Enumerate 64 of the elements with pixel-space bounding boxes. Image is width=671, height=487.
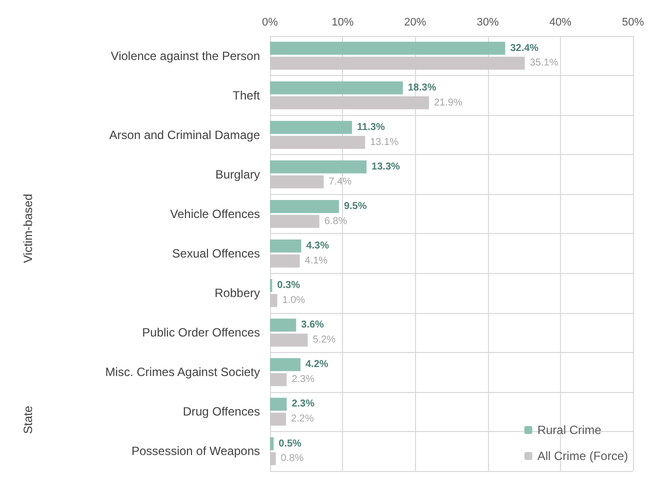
y-tick-label: Robbery xyxy=(214,286,260,300)
data-label: 1.0% xyxy=(282,295,306,306)
data-label: 18.3% xyxy=(408,82,436,94)
data-label: 11.3% xyxy=(357,122,385,133)
data-label: 0.3% xyxy=(277,280,300,292)
data-label: 0.5% xyxy=(278,438,302,450)
legend-label: Rural Crime xyxy=(537,423,602,437)
bar xyxy=(270,214,320,228)
data-label: 2.3% xyxy=(292,398,315,410)
data-label: 9.5% xyxy=(344,200,367,212)
data-label: 3.6% xyxy=(301,320,324,331)
bar xyxy=(270,294,278,308)
y-tick-label: Sexual Offences xyxy=(172,246,260,260)
bar xyxy=(270,96,429,110)
bar xyxy=(270,452,276,466)
data-label: 4.3% xyxy=(306,240,330,252)
y-tick-label: Theft xyxy=(232,88,261,102)
data-label: 6.8% xyxy=(324,216,348,227)
y-tick-label: Public Order Offences xyxy=(142,326,260,340)
bar xyxy=(270,412,286,426)
bar xyxy=(270,318,296,332)
y-tick-label: Arson and Criminal Damage xyxy=(109,128,260,142)
data-label: 4.2% xyxy=(305,359,328,370)
data-label: 35.1% xyxy=(530,58,558,69)
x-tick-label: 40% xyxy=(549,16,572,28)
data-label: 2.2% xyxy=(290,414,314,425)
bar xyxy=(270,398,287,411)
data-label: 0.8% xyxy=(280,453,304,464)
y-tick-label: Violence against the Person xyxy=(110,48,260,63)
x-tick-label: 10% xyxy=(332,16,354,28)
y-tick-label: Possession of Weapons xyxy=(131,444,260,458)
bar xyxy=(270,240,302,253)
bar xyxy=(270,358,300,372)
data-label: 7.4% xyxy=(328,176,352,188)
y-tick-label: Burglary xyxy=(215,167,260,182)
data-label: 13.1% xyxy=(370,136,399,148)
bar xyxy=(270,56,525,70)
x-tick-label: 30% xyxy=(476,16,500,28)
data-label: 2.3% xyxy=(292,374,315,386)
bar xyxy=(270,437,274,450)
data-label: 32.4% xyxy=(510,42,539,54)
data-label: 21.9% xyxy=(434,97,462,108)
bar xyxy=(270,120,352,134)
bar xyxy=(270,175,324,188)
bar xyxy=(270,373,287,386)
bar xyxy=(270,254,300,268)
text: Victim-based xyxy=(21,194,35,263)
x-tick-label: 0% xyxy=(262,16,278,28)
bar xyxy=(270,160,367,174)
y-tick-label: Drug Offences xyxy=(182,404,260,419)
bar xyxy=(270,334,308,347)
data-label: 5.2% xyxy=(312,334,336,346)
legend-label: All Crime (Force) xyxy=(537,449,628,463)
bar xyxy=(270,42,506,55)
x-tick-label: 20% xyxy=(404,16,426,28)
data-label: 4.1% xyxy=(304,255,328,266)
x-tick-label: 50% xyxy=(622,16,644,28)
data-label: 13.3% xyxy=(372,161,400,172)
bar xyxy=(270,81,403,94)
bar xyxy=(270,200,339,213)
y-tick-label: Vehicle Offences xyxy=(170,206,260,221)
y-tick-label: Misc. Crimes Against Society xyxy=(105,365,260,380)
bar xyxy=(270,136,366,149)
text: State xyxy=(21,406,35,434)
